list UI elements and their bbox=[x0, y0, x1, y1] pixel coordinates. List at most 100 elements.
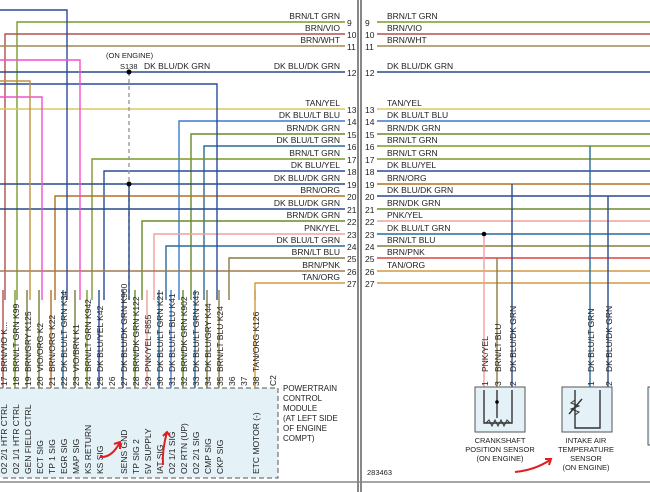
row-number: 25 bbox=[347, 254, 357, 264]
pcm-label: POWERTRAIN CONTROL MODULE (AT LEFT SIDE … bbox=[283, 384, 338, 444]
annotation-arrow bbox=[161, 430, 171, 466]
pcm-pin-number: 26 bbox=[107, 376, 117, 386]
wire-left-row-16 bbox=[203, 145, 345, 300]
wire-label: BRN/PNK bbox=[387, 247, 425, 257]
next-sensor-box bbox=[647, 386, 650, 446]
wire-label: BRN/ORG bbox=[300, 185, 340, 195]
figure-code: 283463 bbox=[367, 468, 393, 477]
pcm-pin-number: 38 bbox=[251, 376, 261, 386]
wire-magenta-2 bbox=[0, 96, 43, 300]
row-number: 18 bbox=[347, 167, 357, 177]
wire-left-row-18 bbox=[103, 170, 345, 300]
splice-wire-label: DK BLU/DK GRN bbox=[144, 61, 210, 71]
pcm-pin-number: 32 bbox=[179, 376, 189, 386]
row-number: 12 bbox=[347, 68, 357, 78]
pcm-pin-function: MAP SIG bbox=[71, 439, 81, 474]
pcm-pin-number: 24 bbox=[83, 376, 93, 386]
pcm-pin-wire-label: BRN/GRY K125 bbox=[23, 311, 33, 372]
pcm-pin-number: 23 bbox=[71, 376, 81, 386]
wire-label: PNK/YEL bbox=[387, 210, 423, 220]
sensor-wire-label: DK BLU/LT GRN bbox=[586, 309, 596, 372]
ckp-label-line: (ON ENGINE) bbox=[476, 454, 524, 463]
ckp-dot bbox=[495, 400, 499, 404]
pcm-pin-function: TP SIG 2 bbox=[131, 439, 141, 474]
row-number: 13 bbox=[347, 105, 357, 115]
pcm-pin-function: O2 RTN (UP) bbox=[179, 423, 189, 474]
pcm-pin-wire-label: VIO/ORG K2 bbox=[35, 323, 45, 372]
wire-label: DK BLU/LT GRN bbox=[277, 235, 340, 245]
row-number: 21 bbox=[365, 205, 375, 215]
wire-label: BRN/DK GRN bbox=[387, 198, 440, 208]
sensor-pin-number: 1 bbox=[480, 381, 490, 386]
row-number: 12 bbox=[365, 68, 375, 78]
pcm-pin-wire-label: BRN/LT GRN K942 bbox=[83, 299, 93, 372]
pcm-pin-function: ECT SIG bbox=[35, 440, 45, 474]
row-number: 14 bbox=[347, 117, 357, 127]
pcm-pin-number: 20 bbox=[35, 376, 45, 386]
pcm-pin-wire-label: DK BLU/LT GRN K43 bbox=[191, 291, 201, 372]
wire-label: BRN/DK GRN bbox=[287, 123, 340, 133]
iat-label-line: (ON ENGINE) bbox=[562, 463, 610, 472]
wire-left-row-14 bbox=[178, 120, 345, 300]
row-number: 17 bbox=[347, 155, 357, 165]
pcm-pin-number: 19 bbox=[23, 376, 33, 386]
splice-note: (ON ENGINE) bbox=[106, 51, 154, 60]
splice-s138-dot bbox=[126, 69, 132, 75]
row-number: 9 bbox=[365, 18, 370, 28]
pcm-pin-wire-label: BRN/DK GRN K122 bbox=[131, 296, 141, 372]
wire-label: TAN/YEL bbox=[305, 98, 340, 108]
thermistor-arrow bbox=[568, 398, 583, 415]
annotation-arrow bbox=[99, 440, 121, 459]
row-number: 27 bbox=[365, 279, 375, 289]
iat-sensor-box bbox=[561, 386, 613, 433]
pcm-pin-wire-label: DK BLU/GRY K44 bbox=[203, 303, 213, 372]
pcm-pin-wire-label: DK BLU/YEL K42 bbox=[95, 305, 105, 372]
pcm-pin-wire-label: BRN/DK GRN K902 bbox=[179, 296, 189, 372]
pcm-pin-wire-label: DK BLU/LT BLU K41 bbox=[167, 293, 177, 372]
pcm-pin-function: EGR SIG bbox=[59, 439, 69, 474]
pcm-label-line: (AT LEFT SIDE bbox=[283, 414, 338, 423]
wire-label: BRN/LT BLU bbox=[387, 235, 435, 245]
row-number: 26 bbox=[347, 267, 357, 277]
pcm-pin-number: 18 bbox=[11, 376, 21, 386]
pcm-pin-wire-label: BRN/ORG K22 bbox=[47, 315, 57, 372]
row-number: 26 bbox=[365, 267, 375, 277]
pcm-label-line: OF ENGINE bbox=[283, 424, 328, 433]
row-number: 23 bbox=[347, 230, 357, 240]
sensor-pin-number: 2 bbox=[508, 381, 518, 386]
row-number: 13 bbox=[365, 105, 375, 115]
wire-left-row-22 bbox=[141, 220, 345, 300]
row-number: 22 bbox=[365, 217, 375, 227]
sensor-wire-label: BRN/LT BLU bbox=[493, 324, 503, 372]
row-number: 9 bbox=[347, 18, 352, 28]
pcm-pin-function: CKP SIG bbox=[215, 440, 225, 474]
pcm-pin-function: GEN FIELD CTRL bbox=[23, 404, 33, 474]
connector-id: C2 bbox=[268, 375, 278, 386]
sensor-wire-label: PNK/YEL bbox=[480, 336, 490, 372]
wire-label: BRN/LT BLU bbox=[292, 247, 340, 257]
row-number: 17 bbox=[365, 155, 375, 165]
wire-label: BRN/LT GRN bbox=[289, 11, 340, 21]
ckp-internal bbox=[483, 390, 513, 424]
sensor-pin-number: 3 bbox=[493, 381, 503, 386]
row-number: 16 bbox=[347, 142, 357, 152]
wire-left-row-15 bbox=[190, 133, 345, 300]
wire-brn-lt-blu bbox=[0, 83, 218, 300]
iat-internal bbox=[574, 390, 601, 429]
pcm-pin-function: ETC MOTOR (-) bbox=[251, 412, 261, 474]
wire-magenta-1 bbox=[0, 59, 81, 300]
pcm-pin-number: 25 bbox=[95, 376, 105, 386]
wire-left-row-10 bbox=[4, 33, 345, 300]
pcm-pin-wire-label: DK BLU/DK GRN K900 bbox=[119, 283, 129, 372]
pcm-box bbox=[0, 387, 279, 479]
pcm-pin-wire-label: BRN/VIO K... bbox=[0, 322, 9, 372]
pcm-pin-wire-label: TAN/ORG K126 bbox=[251, 311, 261, 372]
splice-dot bbox=[126, 181, 132, 187]
row-number: 10 bbox=[347, 30, 357, 40]
row-number: 16 bbox=[365, 142, 375, 152]
pcm-pin-wire-label: BRN/LT GRN K99 bbox=[11, 304, 21, 372]
row-number: 22 bbox=[347, 217, 357, 227]
wire-label: DK BLU/DK GRN bbox=[387, 185, 453, 195]
row-number: 25 bbox=[365, 254, 375, 264]
